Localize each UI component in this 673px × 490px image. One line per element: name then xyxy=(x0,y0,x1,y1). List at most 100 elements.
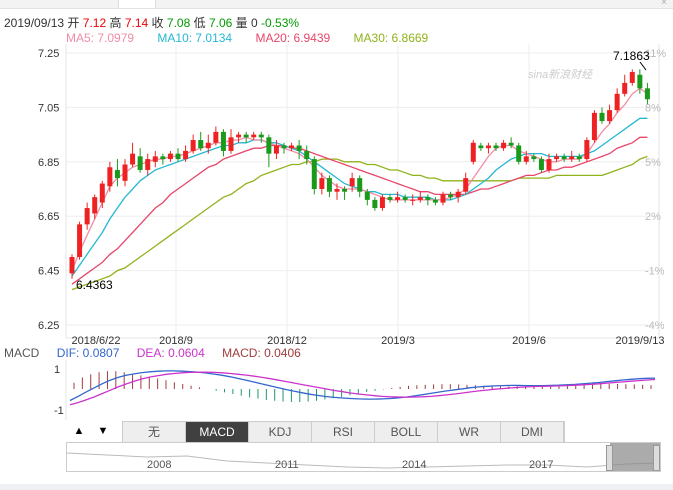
pct-tick-4: -1% xyxy=(645,266,665,278)
candle-body-63 xyxy=(546,159,552,170)
top-tab-strip: × xyxy=(0,0,673,9)
tab-6[interactable]: DMI xyxy=(501,422,564,442)
tab-3[interactable]: RSI xyxy=(312,422,375,442)
candle-body-36 xyxy=(342,189,348,192)
volume-value: 0 xyxy=(251,16,258,30)
candle-body-18 xyxy=(205,142,211,149)
candle-body-4 xyxy=(99,183,105,203)
navigator-left-handle[interactable] xyxy=(606,445,613,471)
candle-body-51 xyxy=(455,191,461,198)
ma-legend: MA5: 7.0979 MA10: 7.0134 MA20: 6.9439 MA… xyxy=(66,31,448,45)
candle-body-3 xyxy=(92,197,98,214)
x-tick-2: 2018/12 xyxy=(267,335,307,345)
candle-body-29 xyxy=(289,145,295,149)
candle-body-64 xyxy=(554,156,560,160)
candle-body-28 xyxy=(281,145,287,149)
time-navigator[interactable]: 2008 2011 2014 2017 xyxy=(66,442,661,472)
candle-body-59 xyxy=(516,145,522,162)
candle-body-26 xyxy=(266,137,272,154)
high-label: 高 xyxy=(109,16,122,30)
candle-body-49 xyxy=(440,194,446,203)
navigator-selection[interactable] xyxy=(610,443,660,471)
close-label: 收 xyxy=(151,16,164,30)
x-tick-4: 2019/6 xyxy=(512,335,546,345)
candle-body-48 xyxy=(432,199,438,203)
candle-body-38 xyxy=(357,178,363,192)
max-price-pointer xyxy=(639,61,647,71)
candle-body-62 xyxy=(538,159,544,170)
candle-body-7 xyxy=(122,164,128,181)
candle-body-32 xyxy=(311,159,317,189)
macd-label: MACD xyxy=(4,346,40,360)
y-tick-2: 6.85 xyxy=(38,157,59,169)
candle-body-60 xyxy=(523,156,529,162)
candle-body-33 xyxy=(319,178,325,189)
candle-body-46 xyxy=(417,197,423,200)
macd-chart[interactable]: 1 -1 xyxy=(0,360,673,420)
macd-header: MACD DIF: 0.0807 DEA: 0.0604 MACD: 0.040… xyxy=(4,346,315,360)
navigator-right-handle[interactable] xyxy=(653,445,660,471)
scroll-up-button[interactable]: ▲ xyxy=(73,425,85,437)
pct-tick-3: 2% xyxy=(645,211,661,223)
nav-year-2017: 2017 xyxy=(529,459,554,471)
candle-body-66 xyxy=(569,156,575,160)
scroll-down-button[interactable]: ▼ xyxy=(97,425,109,437)
candle-body-72 xyxy=(614,93,620,111)
macd-tick-0: 1 xyxy=(54,364,60,376)
kline-chart[interactable]: sina新浪财经 7.25 11% 7.05 8% 6.85 5% 6.65 2% 6.45 -1… xyxy=(0,0,673,345)
candle-body-47 xyxy=(425,197,431,200)
y-tick-1: 7.05 xyxy=(38,102,59,114)
close-icon[interactable]: × xyxy=(661,0,667,8)
ma20-legend: MA20: 6.9439 xyxy=(255,31,331,45)
candle-body-75 xyxy=(637,74,643,89)
quote-date: 2019/09/13 xyxy=(4,16,65,30)
x-tick-3: 2019/3 xyxy=(381,335,415,345)
candle-body-56 xyxy=(493,145,499,149)
candle-body-30 xyxy=(296,145,302,151)
tab-5[interactable]: WR xyxy=(438,422,501,442)
dif-value: DIF: 0.0807 xyxy=(56,346,120,360)
candle-body-27 xyxy=(273,145,279,154)
quote-line: 2019/09/13 开 7.12 高 7.14 收 7.08 低 7.06 量… xyxy=(4,14,299,31)
candle-body-76 xyxy=(644,88,650,100)
candle-body-55 xyxy=(485,145,491,149)
y-tick-5: 6.25 xyxy=(38,320,59,332)
y-tick-4: 6.45 xyxy=(38,266,59,278)
candle-body-16 xyxy=(190,140,196,151)
active-tab-marker[interactable] xyxy=(118,0,156,8)
pct-tick-5: -4% xyxy=(645,320,665,332)
candle-body-10 xyxy=(145,159,151,170)
sina-watermark: sina新浪财经 xyxy=(528,68,593,81)
x-tick-5: 2019/9/13 xyxy=(616,335,665,345)
candle-body-73 xyxy=(622,82,628,94)
candle-body-53 xyxy=(470,142,476,162)
open-label: 开 xyxy=(67,16,80,30)
ma20-line xyxy=(71,136,648,285)
candle-body-22 xyxy=(236,134,242,138)
candle-body-44 xyxy=(402,197,408,200)
candle-body-9 xyxy=(137,156,143,170)
candle-body-21 xyxy=(228,137,234,151)
ma10-legend: MA10: 7.0134 xyxy=(157,31,233,45)
candle-body-34 xyxy=(326,178,332,192)
candle-body-24 xyxy=(251,134,257,138)
candle-body-40 xyxy=(372,199,378,209)
macd_dif-line xyxy=(69,370,656,402)
x-tick-1: 2018/9 xyxy=(159,335,193,345)
candle-body-20 xyxy=(220,131,226,151)
candle-body-13 xyxy=(167,153,173,160)
candle-body-68 xyxy=(584,140,590,160)
y-tick-3: 6.65 xyxy=(38,211,59,223)
candle-body-25 xyxy=(258,134,264,138)
tab-2[interactable]: KDJ xyxy=(249,422,312,442)
candle-body-70 xyxy=(599,112,605,121)
candle-body-37 xyxy=(349,178,355,187)
tab-0[interactable]: 无 xyxy=(123,422,186,442)
max-price-label: 7.1863 xyxy=(613,49,650,63)
macd-value: MACD: 0.0406 xyxy=(222,346,301,360)
tab-1[interactable]: MACD xyxy=(186,422,249,442)
tab-4[interactable]: BOLL xyxy=(375,422,438,442)
change-value: -0.53% xyxy=(261,16,300,30)
volume-label: 量 xyxy=(235,16,248,30)
candle-body-45 xyxy=(410,199,416,201)
